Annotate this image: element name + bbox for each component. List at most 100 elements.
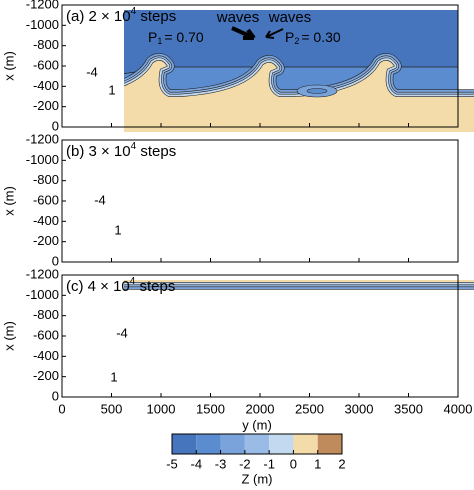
colorbar-swatch (196, 434, 221, 454)
y-axis-label: x (m) (1, 51, 16, 81)
annotation-text: = 0.70 (164, 29, 204, 45)
colorbar-swatch (220, 434, 245, 454)
colorbar-swatch (172, 434, 197, 454)
colorbar-tick-label: -1 (263, 456, 275, 471)
y-tick-label: -800 (33, 172, 59, 187)
x-tick-label: 4000 (444, 401, 473, 416)
title-exponent: 4 (131, 141, 137, 152)
y-tick-label: -800 (33, 307, 59, 322)
contour-band (165, 216, 260, 228)
contour-label-box (110, 223, 126, 237)
y-axis-label: x (m) (1, 321, 16, 351)
x-tick-label: 3000 (345, 401, 374, 416)
contour-label-box (104, 83, 120, 97)
y-tick-label: -1000 (26, 17, 59, 32)
colorbar-tick-label: 2 (338, 456, 345, 471)
y-tick-label: -1000 (26, 287, 59, 302)
colorbar-label: Z (m) (241, 471, 272, 486)
colorbar-frame (171, 433, 343, 455)
y-tick-label: 0 (52, 253, 59, 268)
colorbar-tick-label: -4 (191, 456, 203, 471)
colorbar-tick-label: 1 (314, 456, 321, 471)
colorbar-tick-label: -2 (239, 456, 251, 471)
arrow (231, 26, 256, 40)
contour-label: -4 (116, 325, 128, 340)
contour-band (232, 355, 352, 367)
contour-band (262, 359, 322, 364)
y-tick-label: -600 (33, 327, 59, 342)
y-tick-label: -400 (33, 213, 59, 228)
y-tick-label: -1000 (26, 152, 59, 167)
contour-line (42, 295, 474, 417)
colorbar-swatch (244, 434, 270, 454)
title-text: steps (136, 143, 176, 160)
y-tick-label: -800 (33, 37, 59, 52)
colorbar-tick-label: -3 (215, 456, 227, 471)
contour-label: 1 (108, 82, 115, 97)
y-tick-label: -600 (33, 57, 59, 72)
y-tick-label: -600 (33, 192, 59, 207)
x-axis-label: y (m) (242, 417, 272, 432)
contour-band (42, 295, 474, 417)
colorbar-swatch (293, 434, 318, 454)
y-tick-label: -200 (33, 233, 59, 248)
title-text: steps (136, 8, 176, 25)
contour-band (327, 216, 377, 228)
y-tick-label: -1200 (26, 131, 59, 146)
title-text: (b) 3 × 10 (66, 143, 131, 160)
annotation: waves (216, 9, 260, 26)
y-tick-label: -400 (33, 348, 59, 363)
annotation: P2 = 0.30 (285, 29, 341, 47)
contour-band (42, 295, 474, 417)
x-tick-label: 1000 (147, 401, 176, 416)
contour-band (42, 295, 474, 417)
colorbar-swatch (269, 434, 294, 454)
x-tick-label: 3500 (394, 401, 423, 416)
contour-band (42, 295, 474, 417)
y-tick-label: -1200 (26, 266, 59, 281)
arrow (265, 28, 284, 39)
colorbar-tick-label: 0 (290, 456, 297, 471)
x-tick-label: 1500 (196, 401, 225, 416)
contour-band (188, 220, 236, 225)
annotation-text: P (148, 29, 157, 45)
contour-label: -4 (86, 64, 98, 79)
title-text: steps (135, 278, 175, 295)
annotation-sub: 2 (294, 36, 299, 46)
contour-band (62, 176, 458, 262)
title-exponent: 4 (131, 6, 137, 17)
panel-title: (a) 2 × 104 steps (66, 6, 176, 25)
panel-title: (b) 3 × 104 steps (66, 141, 176, 160)
annotation: waves (268, 9, 312, 26)
y-tick-label: 0 (52, 118, 59, 133)
annotation: P1 = 0.70 (148, 29, 204, 47)
y-tick-label: -200 (33, 98, 59, 113)
contour-label: 1 (114, 222, 121, 237)
title-text: (c) 4 × 10 (66, 278, 130, 295)
contour-label-box (84, 65, 100, 79)
x-tick-label: 2000 (246, 401, 275, 416)
contour-band (124, 60, 474, 132)
y-tick-label: -200 (33, 368, 59, 383)
colorbar-tick-label: -5 (166, 456, 178, 471)
x-tick-label: 2500 (295, 401, 324, 416)
contour-label: -4 (94, 192, 106, 207)
y-tick-label: -1200 (26, 0, 59, 11)
contour-band (340, 220, 365, 225)
annotation-sub: 1 (157, 36, 162, 46)
contour-label-box (106, 370, 122, 384)
contour-label-box (92, 193, 108, 207)
contour-field (124, 10, 474, 132)
contour-band (306, 88, 328, 94)
y-tick-label: 0 (52, 388, 59, 403)
contour-label: 1 (110, 369, 117, 384)
y-tick-label: -400 (33, 78, 59, 93)
contour-field (62, 176, 474, 290)
x-tick-label: 0 (58, 401, 65, 416)
contour-line (42, 295, 474, 417)
annotation-text: = 0.30 (301, 29, 341, 45)
x-tick-label: 500 (101, 401, 123, 416)
contour-band (124, 280, 474, 282)
contour-line (42, 295, 474, 417)
